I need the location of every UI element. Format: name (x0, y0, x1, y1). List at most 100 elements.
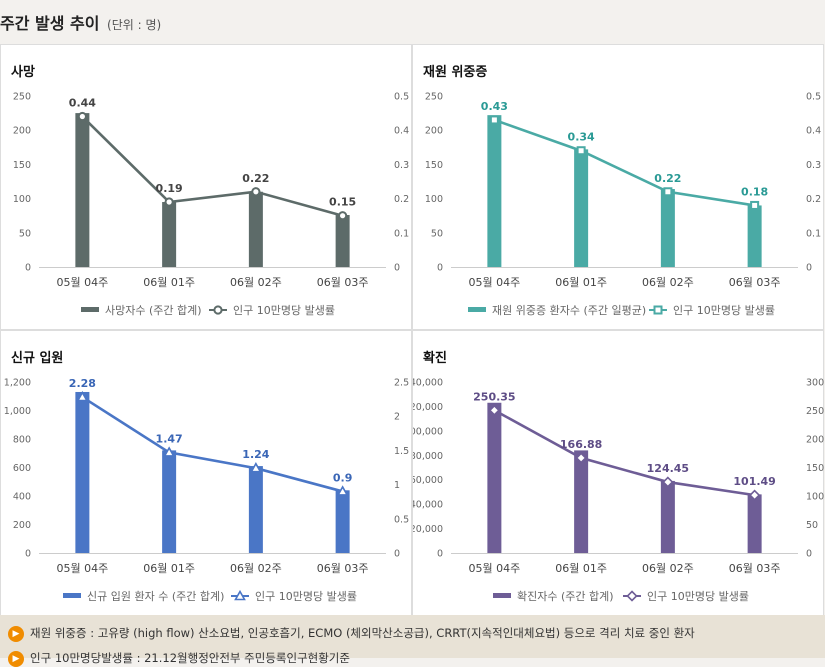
y-left-tick: 40,000 (413, 500, 443, 511)
x-tick-label: 06월 03주 (317, 276, 369, 289)
x-tick-label: 05월 04주 (57, 276, 109, 289)
x-tick-label: 06월 01주 (143, 276, 195, 289)
x-tick-label: 06월 02주 (230, 276, 282, 289)
legend-bar-swatch (63, 593, 81, 598)
chart-panel-confirmed: 확진 0 20,000 40,000 60,000 80,000 100,000 120,0… (412, 330, 824, 616)
y-left-tick: 250 (425, 92, 443, 103)
y-left-tick: 0 (437, 263, 443, 274)
line-marker (250, 462, 262, 473)
x-tick-label: 06월 01주 (555, 562, 607, 575)
data-label: 2.28 (69, 377, 96, 390)
bar (487, 402, 502, 553)
x-tick-label: 06월 01주 (555, 276, 607, 289)
page-unit: (단위 : 명) (107, 18, 162, 32)
y-left-tick: 150 (13, 160, 31, 171)
legend-line-label: 인구 10만명당 발생률 (233, 304, 335, 317)
chart-panel-severe: 재원 위중증 0 50 100 150 200 250 0 0.1 0.2 0.3 0.4 0.5 0.… (412, 44, 824, 330)
y-right-tick: 0 (806, 549, 812, 560)
data-label: 0.18 (741, 185, 768, 198)
y-right-tick: 0.2 (806, 194, 821, 205)
data-label: 166.88 (560, 438, 602, 451)
y-right-tick: 2.5 (394, 378, 409, 389)
x-tick-label: 06월 03주 (317, 562, 369, 575)
y-right-tick: 0.5 (394, 92, 409, 103)
bar (660, 189, 675, 267)
chart-panel-death: 사망 0 50 100 150 200 250 0 0.1 0.2 0.3 0.4 0.5 0.44 0.… (0, 44, 412, 330)
chart-svg-confirmed: 0 20,000 40,000 60,000 80,000 100,000 120,000 1… (413, 378, 824, 604)
legend-bar-label: 확진자수 (주간 합계) (517, 590, 614, 603)
bar (248, 191, 263, 267)
y-left-tick: 140,000 (413, 378, 443, 389)
y-right-tick: 0 (806, 263, 812, 274)
y-right-tick: 1 (394, 480, 400, 491)
y-left-tick: 80,000 (413, 451, 443, 462)
series-line (493, 409, 755, 497)
y-right-tick: 0.5 (806, 92, 821, 103)
line-marker (77, 111, 87, 122)
x-tick-label: 06월 02주 (642, 276, 694, 289)
y-left-tick: 1,000 (4, 406, 31, 417)
line-marker (748, 489, 761, 501)
data-label: 0.22 (654, 172, 681, 185)
legend-bar-swatch (81, 307, 99, 312)
bar (335, 215, 350, 267)
y-left-tick: 100 (13, 194, 31, 205)
data-label: 0.22 (242, 172, 269, 185)
bar (75, 113, 90, 267)
y-right-tick: 200 (806, 435, 824, 446)
bar (574, 450, 589, 553)
line-marker (213, 305, 223, 315)
x-tick-label: 05월 04주 (469, 276, 521, 289)
legend-line-label: 인구 10만명당 발생률 (647, 590, 749, 603)
y-right-tick: 100 (806, 492, 824, 503)
y-right-tick: 0.1 (806, 228, 821, 239)
data-label: 101.49 (733, 475, 775, 488)
y-left-tick: 50 (431, 228, 443, 239)
bar (747, 205, 762, 267)
chart-title: 확진 (423, 351, 447, 366)
y-right-tick: 1.5 (394, 446, 409, 457)
x-tick-label: 06월 03주 (729, 562, 781, 575)
y-left-tick: 400 (13, 492, 31, 503)
y-right-tick: 0.4 (806, 126, 821, 137)
line-marker (251, 187, 261, 197)
bar (660, 480, 675, 553)
line-marker (626, 590, 638, 602)
series-line (81, 115, 343, 217)
chart-title: 사망 (11, 65, 35, 80)
bar (248, 466, 263, 553)
data-label: 124.45 (647, 462, 689, 475)
line-marker (662, 476, 674, 488)
footnote-2: ▶ 인구 10만명당발생률 : 21.12월행정안전부 주민등록인구현황기준 (8, 650, 350, 667)
data-label: 0.44 (69, 97, 96, 110)
data-label: 0.19 (156, 182, 183, 195)
legend-bar-label: 재원 위중증 환자수 (주간 일평균) (492, 303, 646, 317)
y-left-tick: 20,000 (413, 524, 443, 535)
legend-bar-label: 사망자수 (주간 합계) (105, 304, 202, 317)
x-tick-label: 06월 03주 (729, 276, 781, 289)
x-tick-label: 06월 01주 (143, 562, 195, 575)
x-tick-label: 06월 02주 (642, 562, 694, 575)
footnote-1: ▶ 재원 위중증 : 고유량 (high flow) 산소요법, 인공호흡기, E… (8, 625, 695, 642)
bar (335, 490, 350, 553)
line-marker (489, 115, 499, 125)
y-right-tick: 0.5 (394, 514, 409, 525)
line-marker (338, 211, 348, 221)
y-left-tick: 150 (425, 160, 443, 171)
speaker-icon: ▶ (8, 650, 24, 667)
line-marker (663, 187, 673, 197)
y-right-tick: 0 (394, 549, 400, 560)
footnote-text: 인구 10만명당발생률 : 21.12월행정안전부 주민등록인구현황기준 (30, 651, 350, 665)
speaker-icon: ▶ (8, 625, 24, 642)
y-right-tick: 2 (394, 412, 400, 423)
page-title: 주간 발생 추이 (단위 : 명) (0, 10, 161, 34)
bar (162, 450, 177, 553)
series-line (81, 395, 343, 493)
y-right-tick: 0.3 (394, 160, 409, 171)
line-marker (575, 452, 587, 464)
page-title-text: 주간 발생 추이 (0, 14, 100, 33)
line-marker (750, 200, 760, 210)
page-header: 주간 발생 추이 (단위 : 명) (0, 0, 825, 42)
bar (487, 115, 502, 267)
y-left-tick: 120,000 (413, 402, 443, 413)
